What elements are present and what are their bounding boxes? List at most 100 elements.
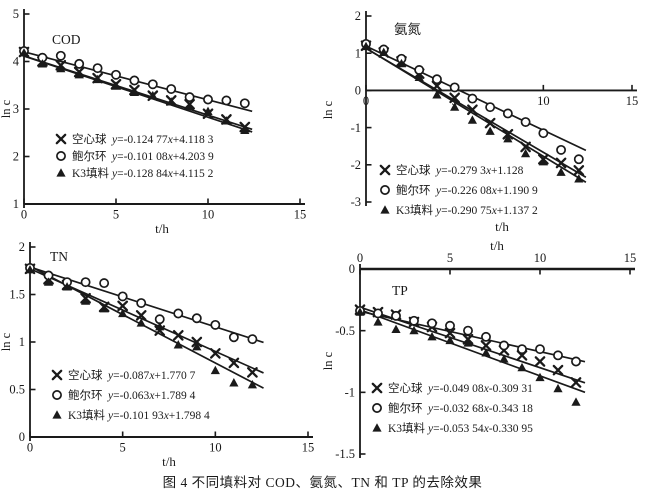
- x-axis-label: t/h: [490, 238, 504, 253]
- x-cross-marker: [444, 327, 456, 339]
- legend-x-cross-icon: [55, 133, 67, 145]
- legend-equation: y=-0.226 08x+1.190 9: [435, 185, 538, 197]
- y-tick-label: 3: [13, 102, 19, 116]
- x-cross-marker: [117, 300, 129, 312]
- open-circle-marker: [502, 108, 513, 119]
- filled-triangle-marker: [396, 58, 407, 68]
- open-circle-marker: [391, 310, 401, 321]
- filled-triangle-marker: [247, 379, 257, 389]
- filled-triangle-marker: [185, 101, 195, 111]
- legend-series-name: 鲍尔环: [396, 183, 431, 197]
- filled-triangle-marker: [148, 90, 158, 100]
- legend-equation: y=-0.279 3x+1.128: [435, 165, 524, 177]
- open-circle-marker: [499, 340, 509, 351]
- x-cross-marker: [449, 92, 461, 104]
- legend-x-cross-icon: [371, 382, 383, 394]
- y-axis-label: ln c: [0, 99, 13, 118]
- x-cross-marker: [534, 356, 546, 367]
- filled-triangle-marker: [467, 115, 477, 124]
- open-circle-marker: [535, 344, 545, 355]
- filled-triangle-marker: [221, 116, 231, 125]
- open-circle-marker: [117, 291, 128, 302]
- x-tick-label: 15: [294, 208, 307, 222]
- filled-triangle-marker: [485, 126, 495, 135]
- y-tick-label: 2: [355, 9, 361, 23]
- x-cross-marker: [480, 340, 492, 351]
- filled-triangle-marker: [409, 325, 419, 335]
- chart-cod-svg: 1 2 3 4 5 0 5 10 15 COD t/h ln c 空心球 y=-0.124 77x+4.1…: [0, 7, 307, 236]
- open-circle-marker: [221, 95, 232, 106]
- x-tick-label: 10: [209, 441, 222, 455]
- legend-series-name: K3填料: [396, 203, 434, 217]
- legend-equation: y=-0.290 75x+1.137 2: [435, 205, 538, 217]
- legend-open-circle-icon: [56, 151, 66, 161]
- y-tick-label: 0: [355, 84, 361, 98]
- open-circle-marker: [74, 58, 85, 69]
- open-circle-marker: [467, 93, 478, 104]
- x-tick-label: 15: [624, 251, 637, 265]
- x-tick-label: 5: [120, 441, 126, 455]
- filled-triangle-marker: [155, 322, 165, 331]
- filled-triangle-marker: [535, 372, 545, 382]
- open-circle-marker: [571, 356, 581, 367]
- open-circle-marker: [55, 50, 66, 61]
- legend-series-name: 空心球: [396, 163, 431, 177]
- x-cross-marker: [228, 357, 240, 369]
- y-axis-label: ln c: [322, 100, 335, 119]
- open-circle-marker: [228, 332, 239, 343]
- legend-equation: y=-0.087x+1.770 7: [107, 370, 196, 382]
- filled-triangle-marker: [118, 308, 128, 318]
- filled-triangle-marker: [481, 348, 491, 357]
- filled-triangle-marker: [43, 277, 54, 286]
- x-cross-marker: [135, 310, 147, 321]
- open-circle-marker: [449, 82, 460, 93]
- x-cross-marker: [573, 165, 585, 176]
- open-circle-marker: [517, 344, 527, 355]
- filled-triangle-marker: [229, 378, 239, 387]
- open-circle-marker: [210, 319, 221, 330]
- x-tick-label: 0: [27, 441, 33, 455]
- filled-triangle-marker: [463, 338, 473, 347]
- y-tick-label: 4: [13, 55, 20, 69]
- filled-triangle-marker: [173, 340, 183, 349]
- figure-caption: 图 4 不同填料对 COD、氨氮、TN 和 TP 的去除效果: [162, 475, 483, 490]
- legend-x-cross-icon: [379, 164, 391, 176]
- filled-triangle-marker: [81, 296, 91, 305]
- legend-series-name: K3填料: [72, 166, 110, 180]
- x-cross-marker: [520, 141, 531, 153]
- legend-series-name: 空心球: [72, 132, 107, 146]
- filled-triangle-marker: [432, 90, 442, 99]
- open-circle-marker: [80, 277, 91, 288]
- open-circle-marker: [239, 98, 250, 109]
- legend-filled-triangle-icon: [56, 168, 66, 177]
- open-circle-marker: [481, 331, 491, 342]
- x-tick-label: 5: [113, 208, 119, 222]
- legend-series-name: K3填料: [68, 408, 106, 422]
- y-axis-label: ln c: [0, 332, 13, 351]
- filled-triangle-marker: [361, 41, 371, 51]
- x-axis-label: t/h: [495, 219, 509, 234]
- x-cross-marker: [467, 104, 478, 116]
- y-tick-label: -2: [351, 158, 361, 172]
- chart-title: 氨氮: [394, 22, 421, 37]
- filled-triangle-marker: [521, 148, 531, 158]
- open-circle-marker: [427, 318, 437, 329]
- filled-triangle-marker: [203, 106, 213, 115]
- legend-equation: y=-0.053 54x-0.330 95: [427, 423, 533, 435]
- chart-tp-svg: -1.5 -1 -0.5 00 5 10 15 TP t/h ln c 空心球 y=-0.049 08…: [322, 238, 637, 461]
- x-tick-label: 10: [534, 251, 547, 265]
- chart-tp: -1.5 -1 -0.5 0 0 5 10 15 TP t/h ln c 空心球 y=-0.049 08…: [322, 237, 645, 474]
- legend-equation: y=-0.049 08x-0.309 31: [427, 383, 533, 395]
- chart-tn: 0 0.5 1 1.5 2 0 5 10 15 TN t/h ln c 空心球 y=-0.087x+1.7…: [0, 237, 323, 474]
- x-tick-label: 10: [537, 94, 550, 108]
- open-circle-marker: [573, 154, 584, 165]
- y-tick-label: 1: [355, 46, 361, 60]
- filled-triangle-marker: [136, 318, 146, 327]
- filled-triangle-marker: [445, 335, 455, 345]
- filled-triangle-marker: [111, 81, 121, 90]
- filled-triangle-marker: [93, 74, 103, 84]
- open-circle-marker: [409, 315, 419, 326]
- y-tick-label: -1: [345, 386, 355, 400]
